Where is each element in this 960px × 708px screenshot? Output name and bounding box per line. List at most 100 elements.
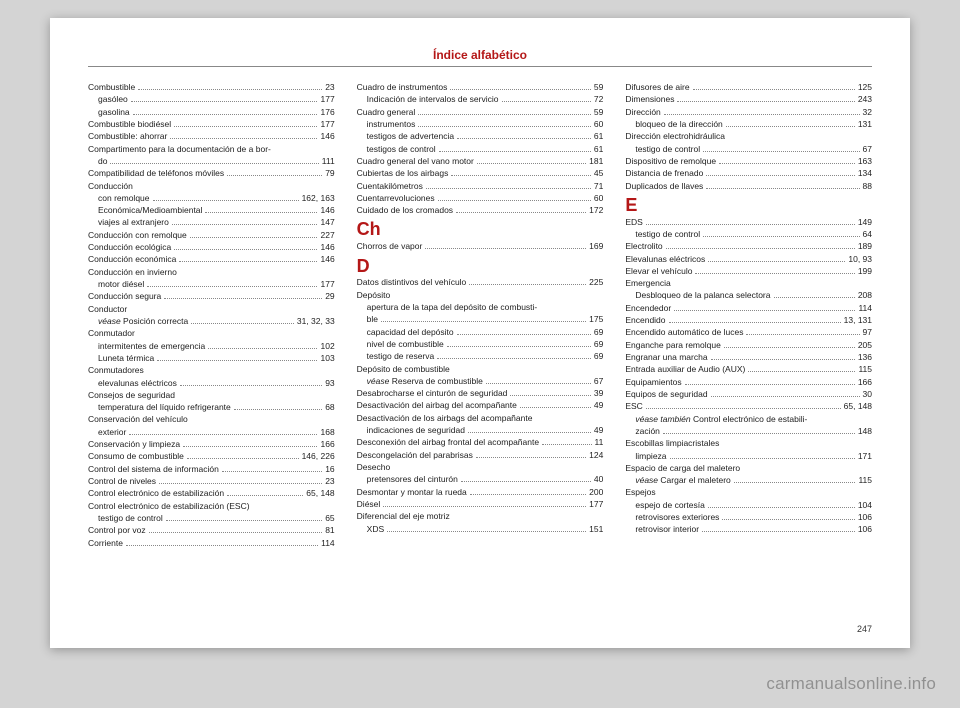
entry-page: 136	[858, 351, 872, 363]
entry-page: 124	[589, 449, 603, 461]
index-entry: Cuadro general del vano motor 181	[357, 155, 604, 167]
index-entry: Conducción con remolque227	[88, 229, 335, 241]
entry-page: 177	[320, 118, 334, 130]
leader-dots	[418, 126, 591, 127]
index-entry: Conservación y limpieza166	[88, 438, 335, 450]
entry-label: Encendido	[625, 314, 665, 326]
header-rule	[88, 66, 872, 67]
entry-label: Dimensiones	[625, 93, 674, 105]
leader-dots	[438, 200, 591, 201]
entry-label: gasóleo	[98, 93, 128, 105]
entry-label: exterior	[98, 426, 126, 438]
index-entry: capacidad del depósito69	[357, 326, 604, 338]
leader-dots	[719, 163, 855, 164]
entry-page: 79	[325, 167, 334, 179]
leader-dots	[437, 358, 591, 359]
entry-label: do	[98, 155, 107, 167]
entry-label: Cuadro general del vano motor	[357, 155, 474, 167]
entry-label: Control electrónico de estabilización	[88, 487, 224, 499]
leader-dots	[159, 483, 322, 484]
entry-page: 93	[325, 377, 334, 389]
entry-label: ESC	[625, 400, 642, 412]
index-entry: véase Cargar el maletero115	[625, 474, 872, 486]
leader-dots	[469, 284, 586, 285]
entry-page: 176	[320, 106, 334, 118]
index-entry: Emergencia	[625, 277, 872, 289]
leader-dots	[110, 163, 318, 164]
entry-label: apertura de la tapa del depósito de comb…	[367, 301, 538, 313]
entry-label: elevalunas eléctricos	[98, 377, 177, 389]
leader-dots	[147, 286, 317, 287]
index-entry: Conducción segura29	[88, 290, 335, 302]
entry-page: 225	[589, 276, 603, 288]
index-entry: ble 175	[357, 313, 604, 325]
leader-dots	[179, 261, 317, 262]
index-entry: viajes al extranjero147	[88, 216, 335, 228]
entry-page: 115	[858, 474, 872, 486]
leader-dots	[708, 507, 855, 508]
entry-page: 172	[589, 204, 603, 216]
entry-label: Combustible: ahorrar	[88, 130, 167, 142]
entry-label: Escobillas limpiacristales	[625, 437, 719, 449]
entry-label: Espacio de carga del maletero	[625, 462, 740, 474]
index-entry: Elevalunas eléctricos10, 93	[625, 253, 872, 265]
entry-page: 175	[589, 313, 603, 325]
index-entry: Control del sistema de información16	[88, 463, 335, 475]
entry-page: 181	[589, 155, 603, 167]
index-entry: Datos distintivos del vehículo 225	[357, 276, 604, 288]
entry-page: 61	[594, 143, 603, 155]
entry-page: 199	[858, 265, 872, 277]
entry-label: Control por voz	[88, 524, 146, 536]
index-entry: ESC 65, 148	[625, 400, 872, 412]
leader-dots	[711, 359, 855, 360]
page-number: 247	[857, 624, 872, 634]
entry-label: Enganche para remolque	[625, 339, 720, 351]
entry-label: XDS	[367, 523, 384, 535]
leader-dots	[685, 384, 855, 385]
entry-label: Cuentakilómetros	[357, 180, 423, 192]
leader-dots	[748, 371, 855, 372]
entry-label: ble	[367, 313, 378, 325]
entry-page: 171	[858, 450, 872, 462]
entry-page: 16	[325, 463, 334, 475]
entry-label: Elevar el vehículo	[625, 265, 692, 277]
entry-page: 169	[589, 240, 603, 252]
leader-dots	[477, 163, 586, 164]
index-entry: Depósito de combustible	[357, 363, 604, 375]
entry-label: Cuidado de los cromados	[357, 204, 453, 216]
index-column: Cuadro de instrumentos59Indicación de in…	[357, 81, 604, 549]
index-entry: Equipamientos166	[625, 376, 872, 388]
index-entry: Luneta térmica103	[88, 352, 335, 364]
index-entry: Dirección electrohidráulica	[625, 130, 872, 142]
index-entry: intermitentes de emergencia102	[88, 340, 335, 352]
index-entry: Encendido13, 131	[625, 314, 872, 326]
leader-dots	[666, 248, 855, 249]
entry-page: 146	[320, 130, 334, 142]
entry-page: 61	[594, 130, 603, 142]
entry-page: 29	[325, 290, 334, 302]
index-entry: Diferencial del eje motriz	[357, 510, 604, 522]
index-entry: Difusores de aire125	[625, 81, 872, 93]
index-entry: testigo de control65	[88, 512, 335, 524]
entry-label: testigo de control	[635, 143, 700, 155]
leader-dots	[746, 334, 859, 335]
entry-label: Conducción	[88, 180, 133, 192]
entry-label: Diferencial del eje motriz	[357, 510, 450, 522]
section-letter: D	[357, 257, 604, 277]
leader-dots	[457, 334, 591, 335]
leader-dots	[695, 273, 854, 274]
index-entry: testigo de control64	[625, 228, 872, 240]
leader-dots	[164, 298, 322, 299]
entry-page: 65, 148	[844, 400, 872, 412]
entry-label: Datos distintivos del vehículo	[357, 276, 467, 288]
leader-dots	[669, 322, 841, 323]
index-entry: Escobillas limpiacristales	[625, 437, 872, 449]
leader-dots	[418, 114, 591, 115]
entry-page: 151	[589, 523, 603, 535]
entry-page: 23	[325, 81, 334, 93]
leader-dots	[187, 458, 299, 459]
entry-page: 88	[863, 180, 872, 192]
index-entry: véase Reserva de combustible67	[357, 375, 604, 387]
entry-label: Desmontar y montar la rueda	[357, 486, 467, 498]
entry-label: véase Reserva de combustible	[367, 375, 483, 387]
